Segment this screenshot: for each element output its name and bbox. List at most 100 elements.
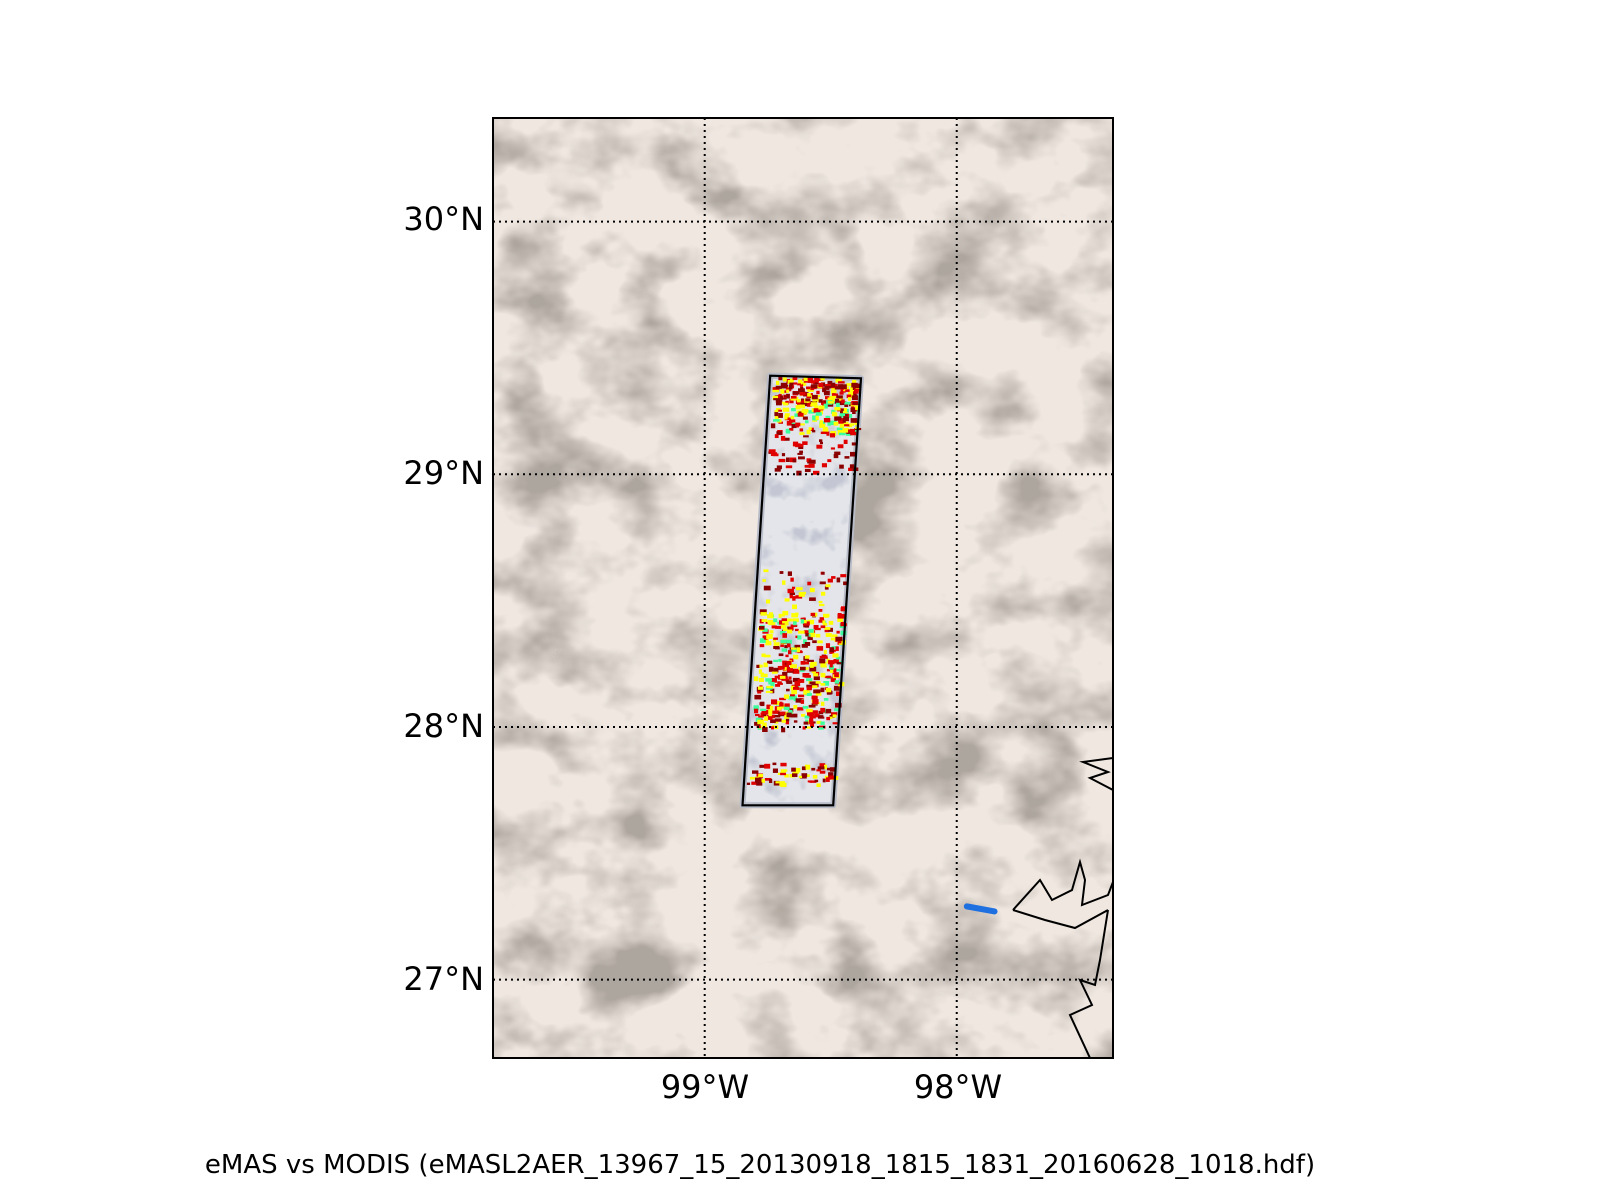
aod-pixel (814, 713, 820, 718)
aod-pixel (760, 708, 767, 712)
lat-label-27: 27°N (403, 960, 484, 998)
aod-pixel (825, 384, 832, 387)
aod-pixel (815, 633, 821, 638)
aod-pixel (836, 691, 842, 696)
aod-pixel (802, 705, 809, 709)
modis-highlight-segment (963, 903, 998, 915)
aod-pixel (810, 427, 814, 432)
aod-pixel (827, 401, 832, 404)
aod-pixel (791, 713, 798, 718)
aod-pixel (846, 394, 852, 399)
aod-pixel (790, 577, 794, 582)
aod-pixel (762, 723, 766, 728)
aod-pixel (774, 468, 781, 472)
aod-pixel (767, 709, 774, 714)
aod-pixel (782, 660, 787, 665)
aod-pixel (778, 413, 783, 418)
aod-pixel (786, 666, 793, 672)
aod-pixel (778, 395, 783, 400)
aod-pixel (763, 654, 771, 658)
aod-pixel (793, 654, 799, 660)
aod-pixel (799, 687, 805, 692)
aod-pixel (839, 464, 844, 469)
aod-pixel (834, 672, 839, 678)
aod-pixel (778, 458, 786, 463)
aod-pixel (765, 641, 772, 646)
aod-pixel (828, 716, 833, 720)
aod-pixel (825, 396, 830, 400)
aod-pixel (769, 630, 774, 634)
aod-pixel (837, 400, 842, 404)
aod-pixel (774, 411, 779, 417)
aod-pixel (785, 654, 789, 658)
aod-pixel (790, 696, 797, 700)
aod-pixel (784, 774, 789, 778)
aod-pixel (786, 688, 790, 692)
aod-pixel (772, 710, 779, 714)
aod-pixel (760, 612, 767, 616)
aod-pixel (792, 773, 798, 777)
aod-pixel (780, 704, 788, 709)
aod-pixel (771, 726, 775, 730)
aod-pixel (802, 661, 809, 665)
aod-pixel (797, 383, 801, 386)
aod-pixel (827, 767, 831, 771)
aod-pixel (773, 618, 778, 623)
aod-pixel (812, 685, 818, 689)
aod-pixel (757, 686, 764, 690)
aod-pixel (807, 581, 812, 586)
aod-pixel (828, 620, 834, 625)
aod-pixel (827, 380, 833, 386)
aod-pixel (833, 685, 840, 691)
aod-pixel (839, 391, 844, 395)
aod-pixel (803, 689, 810, 695)
aod-pixel (829, 775, 835, 780)
aod-pixel (840, 574, 847, 578)
aod-pixel (804, 715, 809, 718)
aod-pixel (777, 772, 782, 775)
aod-pixel (818, 399, 823, 403)
aod-pixel (803, 639, 807, 645)
aod-pixel (826, 690, 832, 695)
aod-pixel (845, 389, 850, 392)
aod-pixel (816, 769, 821, 772)
aod-pixel (752, 770, 759, 774)
aod-pixel (813, 673, 819, 677)
aod-pixel (757, 664, 763, 668)
aod-pixel (799, 392, 806, 396)
aod-pixel (792, 596, 796, 601)
lon-label-99w: 99°W (661, 1068, 749, 1106)
lat-label-30: 30°N (403, 200, 484, 238)
aod-pixel (786, 639, 792, 644)
aod-pixel (831, 576, 836, 579)
aod-pixel (783, 667, 790, 671)
aod-pixel (799, 428, 804, 432)
aod-pixel (831, 411, 837, 417)
aod-pixel (802, 441, 808, 445)
aod-pixel (789, 398, 794, 404)
aod-pixel (780, 769, 788, 772)
aod-pixel (831, 668, 837, 673)
aod-pixel (795, 628, 799, 632)
aod-pixel (832, 399, 840, 404)
aod-pixel (768, 666, 774, 672)
aod-pixel (779, 697, 786, 701)
aod-pixel (830, 420, 837, 426)
aod-pixel (829, 665, 835, 670)
aod-pixel (759, 609, 767, 615)
aod-pixel (751, 781, 758, 785)
aod-pixel (852, 379, 857, 385)
aod-pixel (797, 635, 802, 640)
aod-pixel (770, 719, 776, 724)
aod-pixel (778, 421, 784, 424)
aod-pixel (798, 443, 804, 448)
aod-pixel (823, 623, 828, 626)
aod-pixel (836, 395, 843, 399)
aod-pixel (795, 698, 802, 703)
aod-pixel (845, 411, 849, 416)
aod-pixel (825, 687, 832, 693)
aod-pixel (846, 414, 853, 418)
aod-pixel (828, 660, 835, 665)
aod-pixel (815, 681, 821, 684)
aod-pixel (824, 385, 832, 389)
